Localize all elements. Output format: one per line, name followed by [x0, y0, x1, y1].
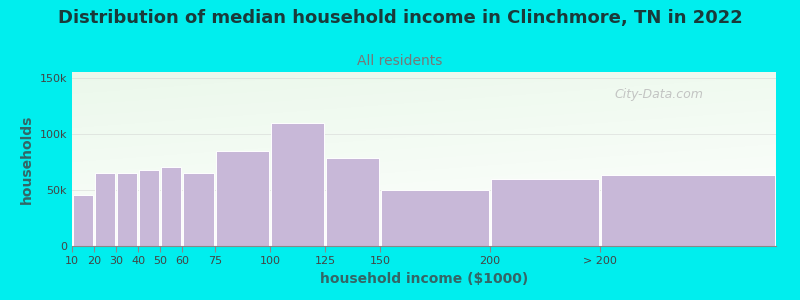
Bar — [117, 173, 137, 246]
Bar — [601, 175, 775, 246]
Bar — [73, 196, 93, 246]
Bar — [381, 190, 489, 246]
Y-axis label: households: households — [20, 114, 34, 204]
Text: All residents: All residents — [358, 54, 442, 68]
Bar — [216, 151, 269, 246]
Bar — [326, 158, 379, 246]
Bar — [183, 173, 214, 246]
X-axis label: household income ($1000): household income ($1000) — [320, 272, 528, 286]
Bar — [491, 178, 599, 246]
Bar — [271, 122, 324, 246]
Text: Distribution of median household income in Clinchmore, TN in 2022: Distribution of median household income … — [58, 9, 742, 27]
Bar — [161, 167, 181, 246]
Text: City-Data.com: City-Data.com — [614, 88, 703, 101]
Bar — [139, 170, 159, 246]
Bar — [95, 173, 115, 246]
